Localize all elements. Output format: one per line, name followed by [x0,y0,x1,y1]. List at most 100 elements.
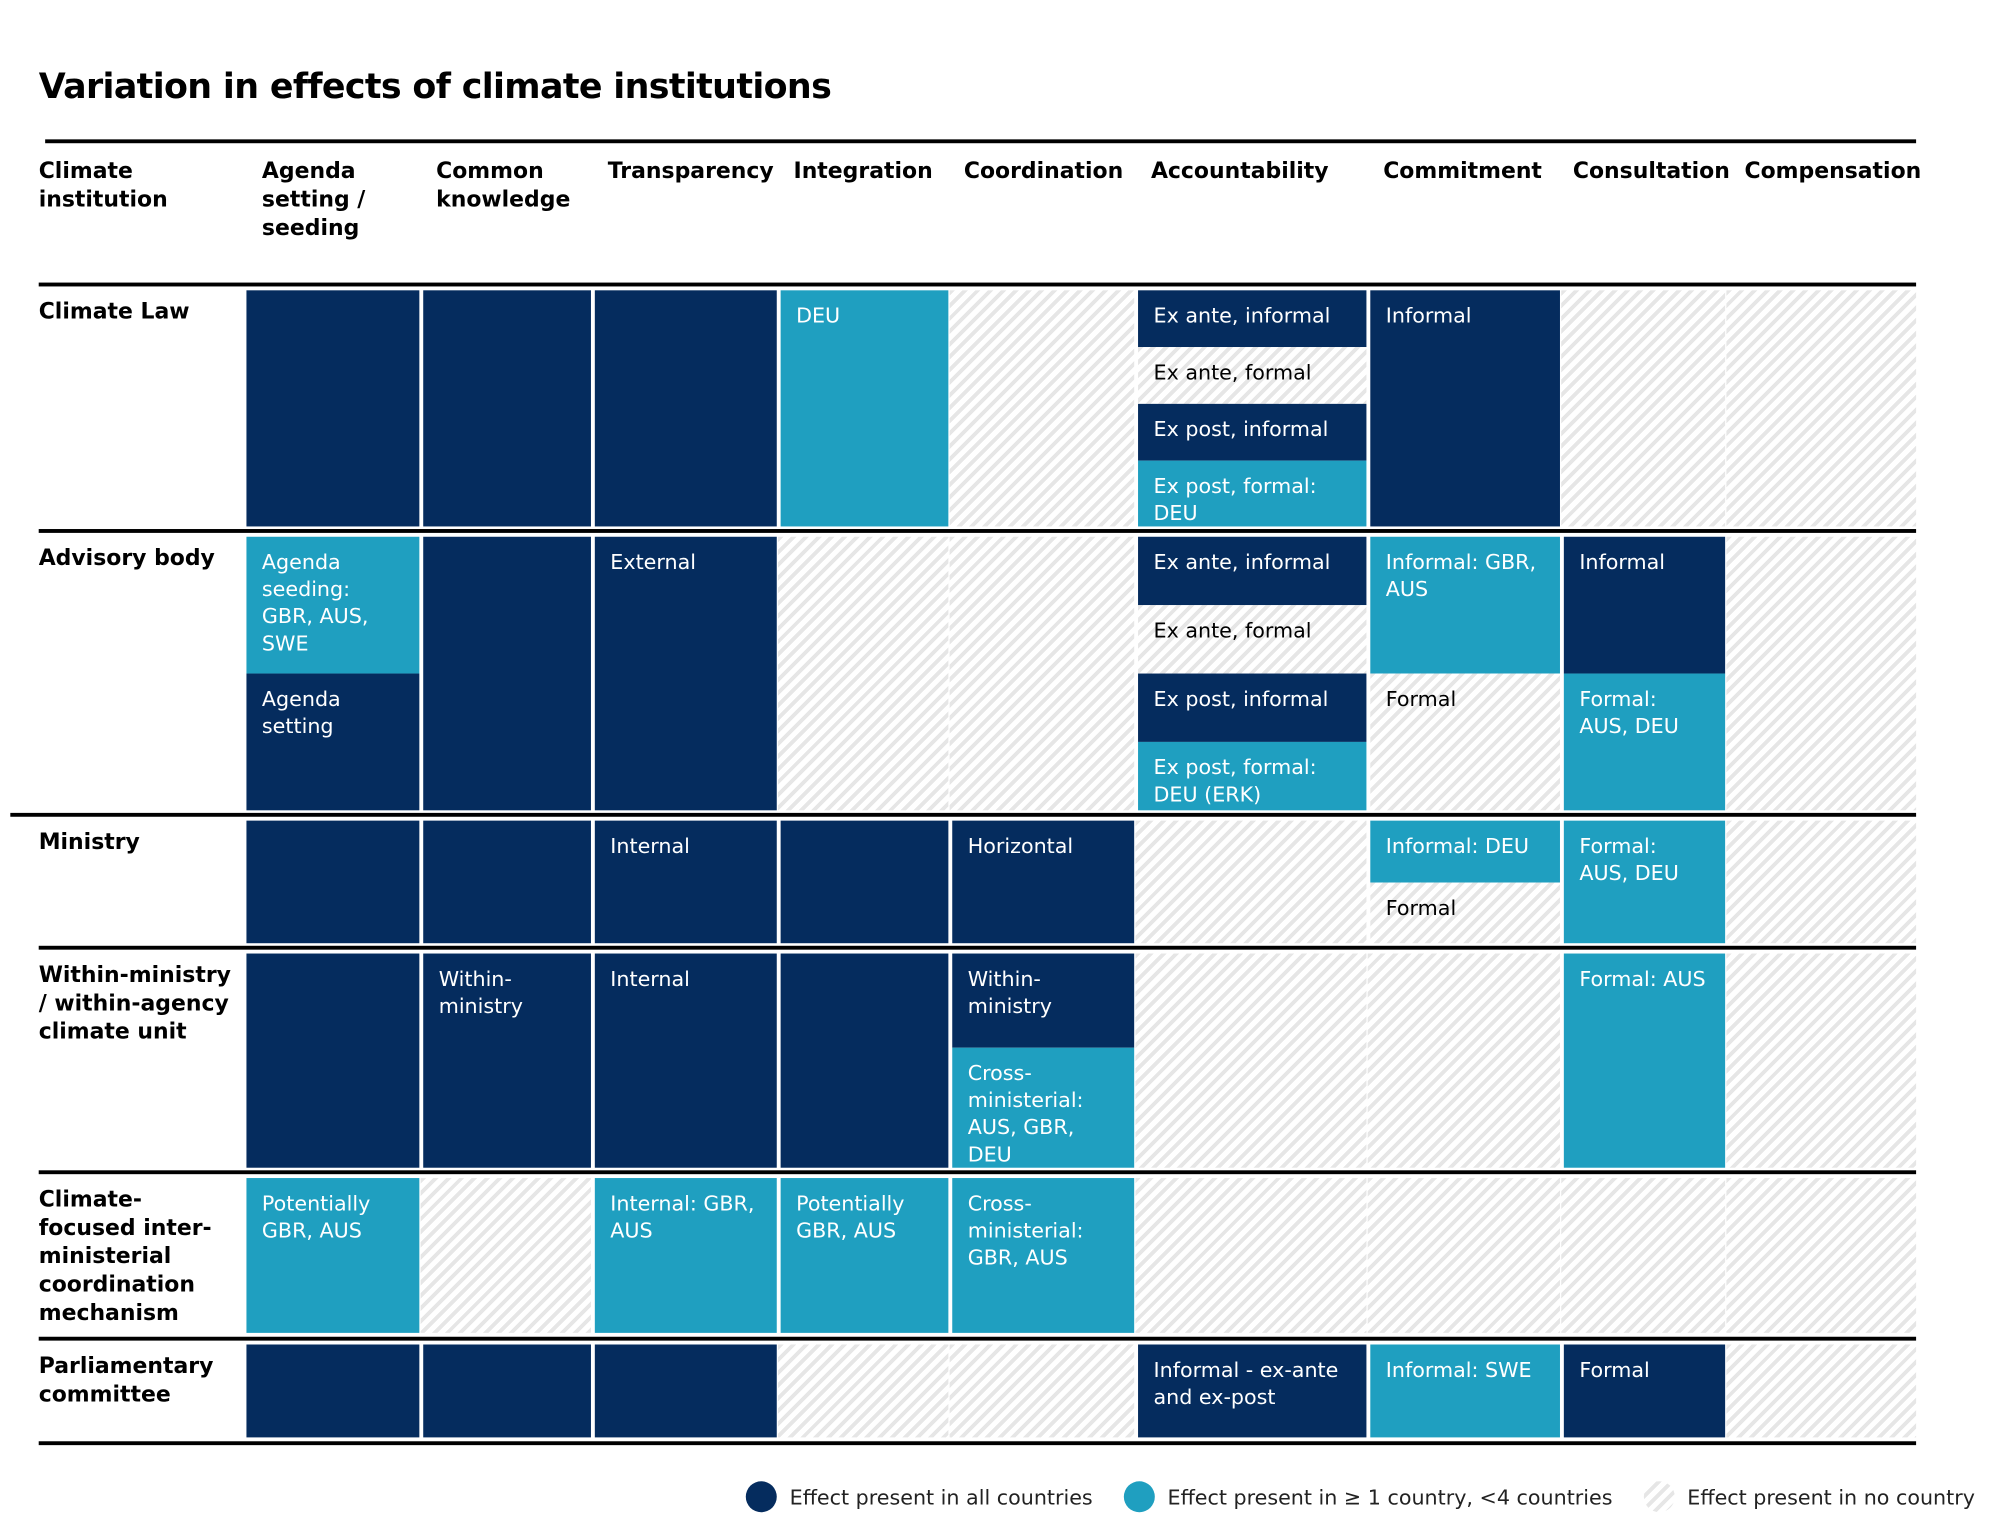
cell-segment [420,1178,591,1333]
divider [38,1170,1917,1174]
cell-segment: Formal: AUS, DEU [1563,673,1726,811]
divider [45,139,1917,143]
cell-segment [1135,820,1367,944]
cell-segment: Formal [1370,881,1560,944]
cell-segment: Agenda setting [246,673,420,811]
cell-segment: Ex ante, informal [1138,536,1367,606]
cell [1726,1344,1917,1438]
column-header: Accountability [1150,158,1329,185]
divider [38,1441,1917,1445]
cell-segment [594,290,777,527]
cell-segment [246,953,420,1168]
column-header: Common knowledge [436,158,571,213]
legend-label: Effect present in no country [1687,1484,1975,1510]
cell-segment [1726,953,1917,1168]
divider [38,1336,1917,1340]
cell: Informal: DEU Formal [1367,820,1560,944]
row-label: Climate-focused inter-ministerial coordi… [38,1187,212,1327]
cell: Cross-ministerial: GBR, AUS [949,1178,1135,1333]
cell: Agenda seeding: GBR, AUS, SWE Agenda sett… [246,536,420,811]
cell [246,1344,420,1438]
cell [246,290,420,527]
cell [246,820,420,944]
cell: Internal [592,820,777,944]
cell-segment [780,953,949,1168]
cell [949,290,1135,527]
column-header: Agenda setting / seeding [261,158,366,242]
cell-segment: Potentially GBR, AUS [246,1178,420,1333]
cell-segment: Formal [1370,673,1560,811]
cell [1135,820,1367,944]
cell-segment: Within-ministry [423,953,591,1168]
legend-item: Effect present in all countries [745,1481,1093,1513]
cell-segment [778,1344,949,1438]
legend-label: Effect present in all countries [789,1484,1093,1510]
cell-segment [423,290,591,527]
legend: Effect present in all countries Effect pr… [745,1481,1975,1513]
divider [38,945,1917,950]
cell: Formal: AUS [1561,953,1726,1168]
cell [420,1178,591,1333]
cell-segment [1726,1344,1917,1438]
cell-segment [1561,290,1726,527]
cell: Ex ante, informal Ex ante, formal Ex post,… [1135,290,1367,527]
cell: Horizontal [949,820,1135,944]
legend-item: Effect present in ≥ 1 country, <4 countr… [1123,1481,1613,1513]
column-header: Climate institution [38,158,168,213]
cell-segment: Ex post, informal [1138,673,1367,742]
cell: Informal: SWE [1367,1344,1560,1438]
cell [778,536,949,811]
cell: Within-ministry Cross-ministerial: AUS, G… [949,953,1135,1168]
cell-segment: Ex post, formal: DEU [1138,460,1367,527]
cell [1726,1178,1917,1333]
cell: Ex ante, informal Ex ante, formal Ex post,… [1135,536,1367,811]
cell-segment [1561,1178,1726,1333]
cell-segment: Formal: AUS, DEU [1563,820,1726,944]
cell: Potentially GBR, AUS [778,1178,949,1333]
cell [949,1344,1135,1438]
cell [420,536,591,811]
cell-segment: Ex ante, formal [1138,605,1367,674]
divider [38,282,1917,286]
column-header: Commitment [1383,158,1542,185]
cell-segment: Potentially GBR, AUS [780,1178,949,1333]
cell-segment: Agenda seeding: GBR, AUS, SWE [246,536,420,674]
cell [778,1344,949,1438]
cell [420,1344,591,1438]
cell-segment: Internal: GBR, AUS [594,1178,777,1333]
cell [1726,820,1917,944]
cell: Informal Formal: AUS, DEU [1561,536,1726,811]
cell [592,290,777,527]
legend-swatch [1643,1481,1675,1513]
cell-segment [1367,1178,1560,1333]
cell: Formal [1561,1344,1726,1438]
legend-swatch [745,1481,777,1513]
title: Variation in effects of climate institut… [38,67,832,108]
cell-segment [1135,1178,1367,1333]
cell-segment [423,820,591,944]
cell-segment [949,1344,1135,1438]
cell-segment [1726,536,1917,811]
cell: Within-ministry [420,953,591,1168]
cell-segment: Ex ante, informal [1138,290,1367,348]
cell-segment [949,290,1135,527]
cell: Informal: GBR, AUS Formal [1367,536,1560,811]
column-header: Consultation [1572,158,1730,185]
cell-segment: Formal: AUS [1563,953,1726,1168]
cell [420,820,591,944]
legend-item: Effect present in no country [1643,1481,1975,1513]
cell-segment: Ex ante, formal [1138,347,1367,404]
cell: Internal: GBR, AUS [592,1178,777,1333]
cell-segment [1135,953,1367,1168]
cell-segment: Horizontal [952,820,1135,944]
cell [1726,290,1917,527]
cell-segment [594,1344,777,1438]
cell: Formal: AUS, DEU [1561,820,1726,944]
cell-segment: External [594,536,777,811]
cell-segment [246,1344,420,1438]
cell-segment: DEU [780,290,949,527]
cell [1135,953,1367,1168]
legend-label: Effect present in ≥ 1 country, <4 countr… [1167,1484,1613,1510]
